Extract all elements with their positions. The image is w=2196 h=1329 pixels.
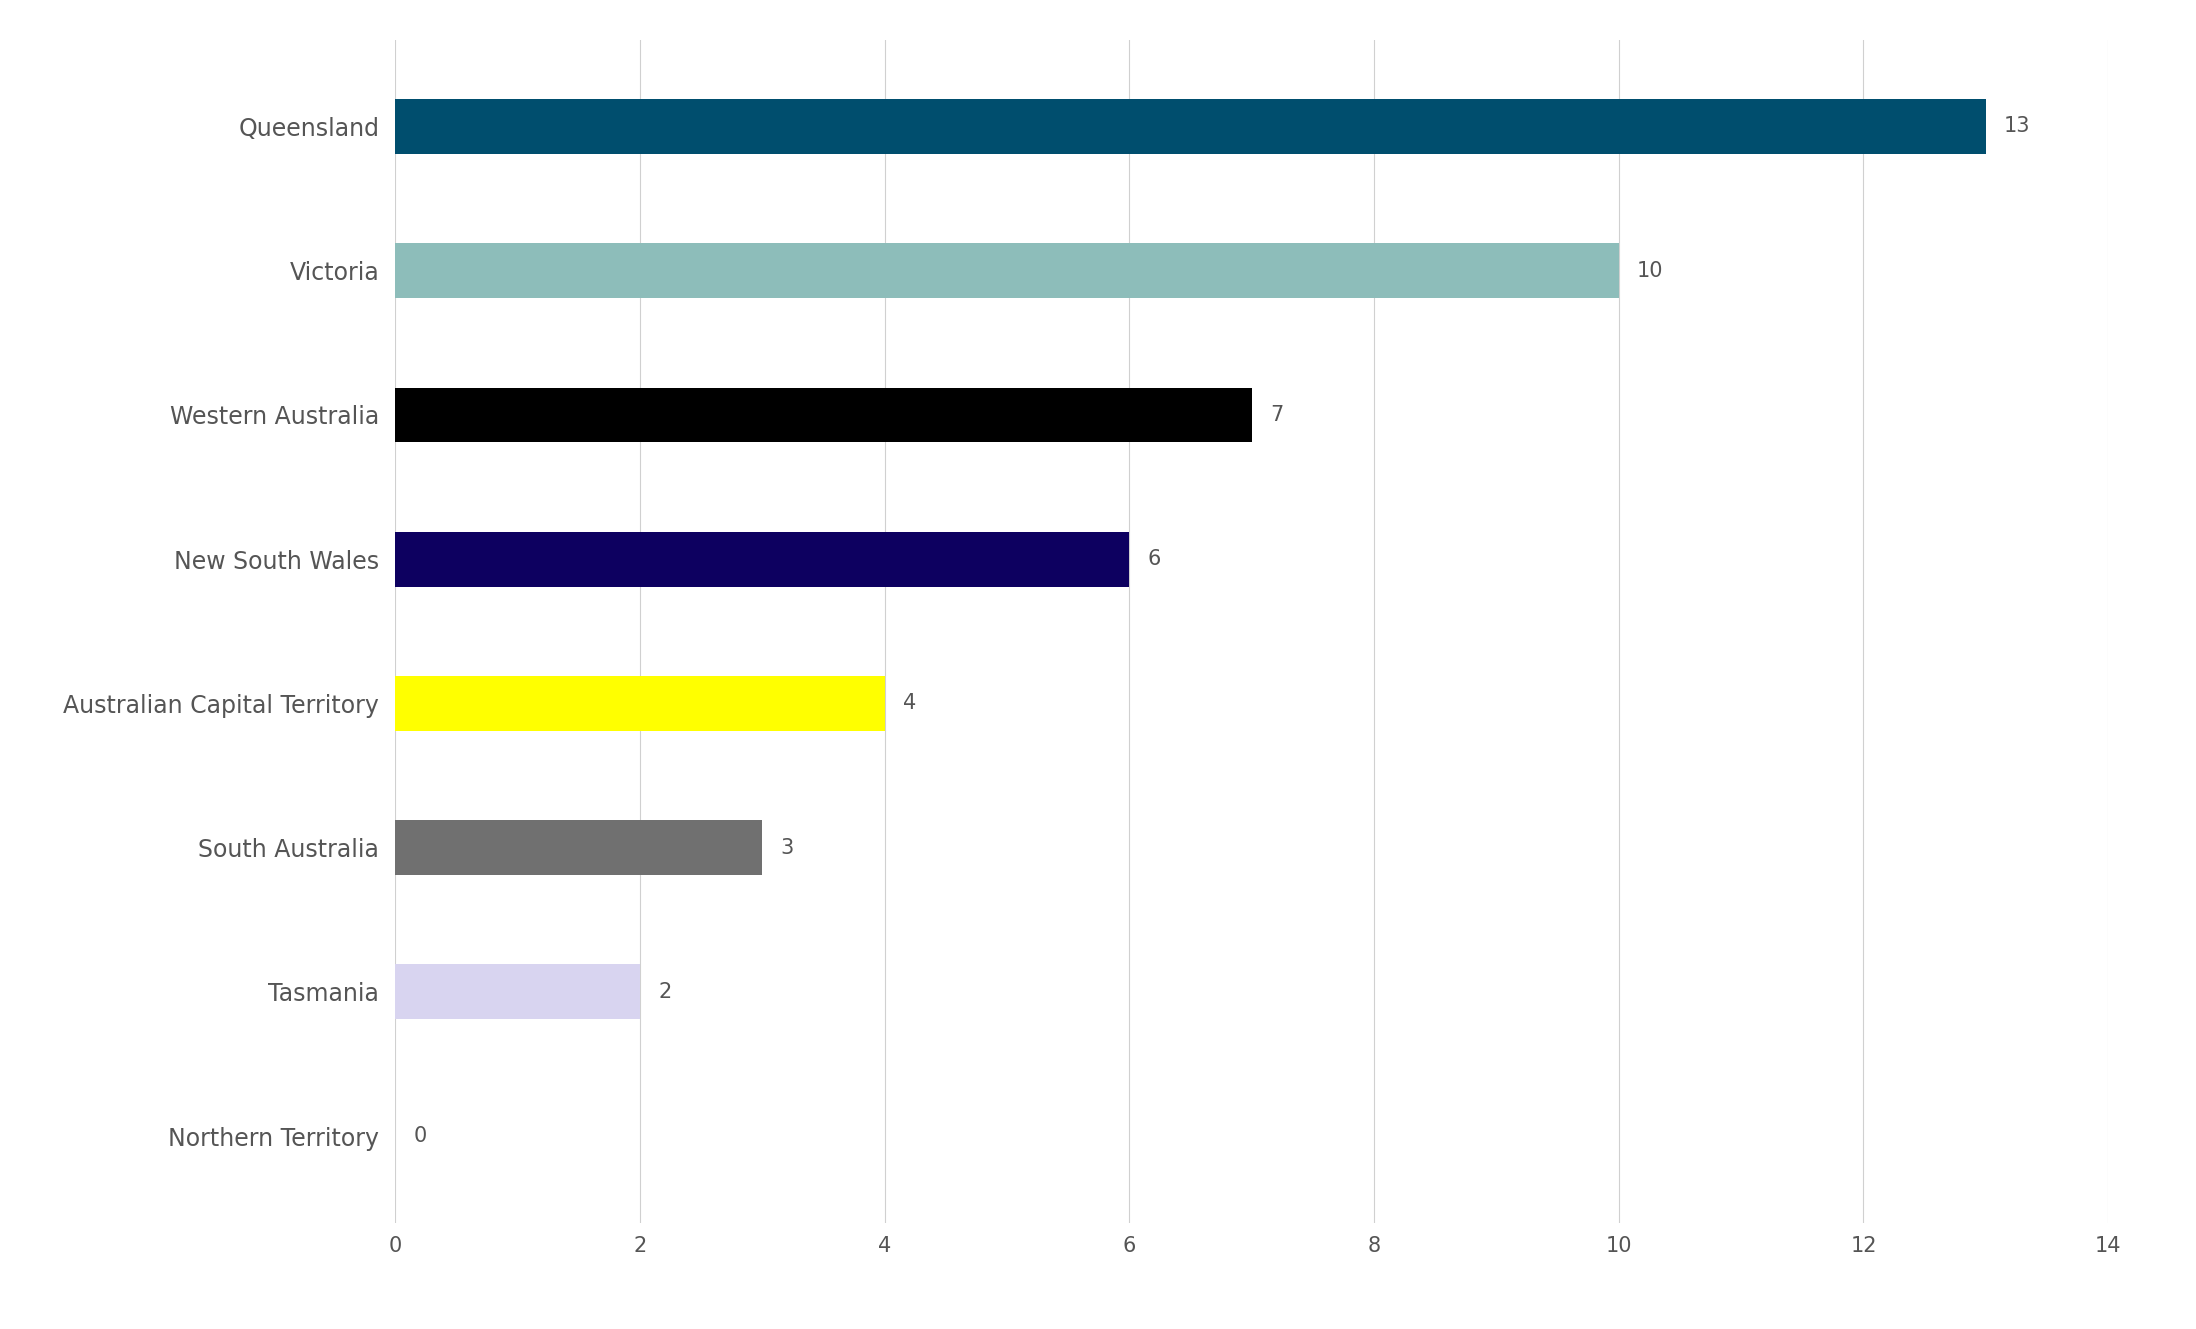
Text: 0: 0 [413, 1126, 426, 1146]
Bar [395, 676, 885, 731]
Bar [395, 820, 762, 874]
Text: 2: 2 [659, 982, 672, 1002]
Bar [395, 100, 1985, 154]
Text: 3: 3 [780, 837, 795, 857]
Bar [395, 965, 639, 1019]
Bar [395, 388, 1252, 443]
Text: 13: 13 [2005, 117, 2031, 137]
Text: 6: 6 [1149, 549, 1162, 569]
Text: 10: 10 [1636, 260, 1665, 280]
Text: 7: 7 [1269, 405, 1282, 425]
Bar [395, 243, 1618, 298]
Text: 4: 4 [903, 694, 916, 714]
Bar [395, 532, 1129, 586]
